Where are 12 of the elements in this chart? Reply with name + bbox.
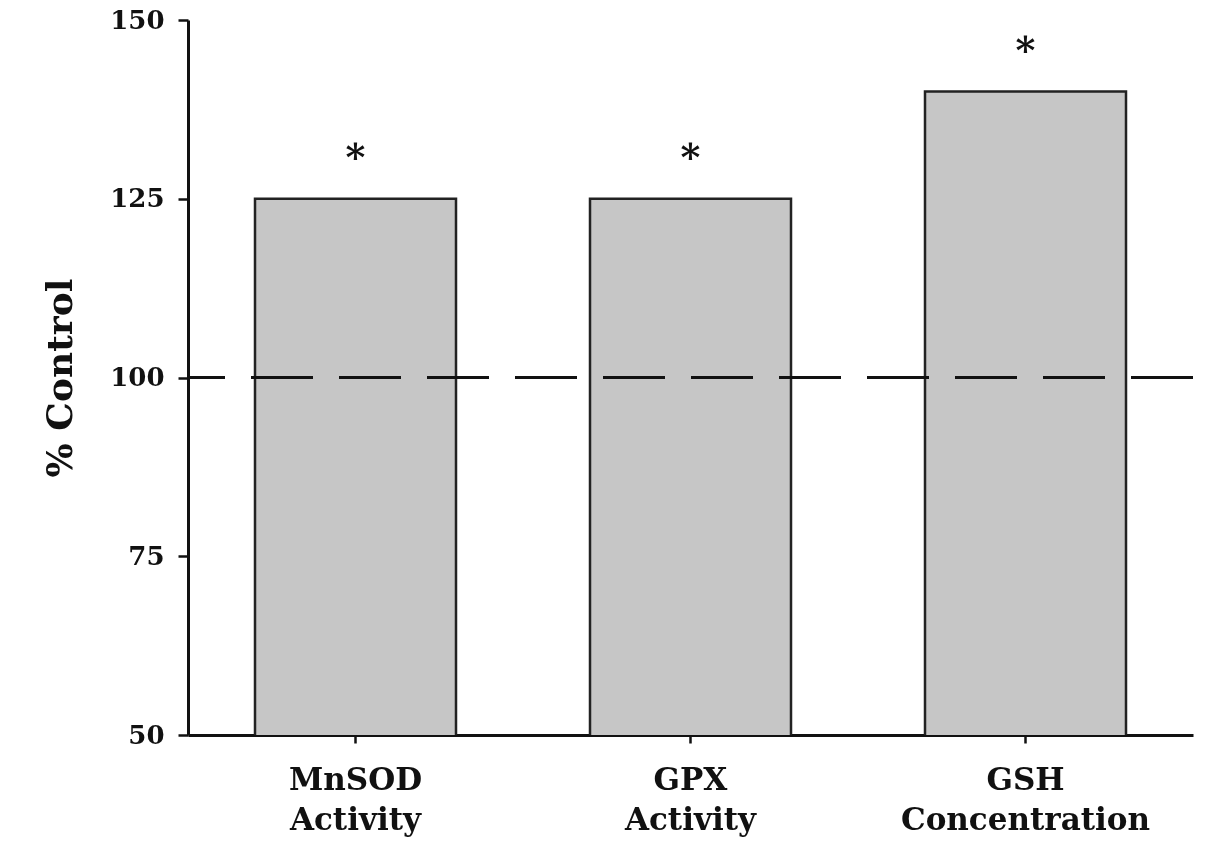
y-axis-title: % Control (38, 278, 81, 478)
y-tick-label: 100 (110, 362, 165, 392)
annotation: * (345, 133, 366, 179)
x-tick-label: GPX Activity (623, 760, 758, 837)
y-tick-label: 125 (110, 183, 165, 214)
y-tick-label: 150 (110, 4, 165, 35)
annotation: * (1015, 26, 1036, 72)
y-tick-label: 75 (128, 540, 165, 571)
annotation: * (680, 133, 701, 179)
y-tick-label: 50 (128, 719, 165, 750)
x-tick-label: GSH Concentration (900, 760, 1151, 837)
x-tick-label: MnSOD Activity (288, 760, 423, 837)
